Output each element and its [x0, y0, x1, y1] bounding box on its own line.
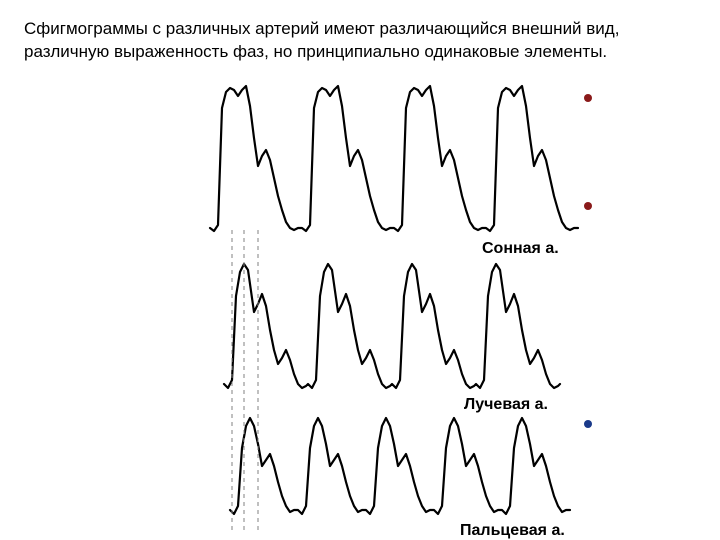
caption-text: Сфигмограммы с различных артерий имеют р…	[24, 18, 684, 64]
waveform	[230, 418, 570, 514]
marker-dot	[584, 94, 592, 102]
sphygmogram-figure: Сонная а.Лучевая а.Пальцевая а.	[170, 78, 590, 533]
marker-dot	[584, 202, 592, 210]
caption-line1: Сфигмограммы с различных артерий имеют р…	[24, 19, 619, 38]
wave-label: Пальцевая а.	[460, 522, 565, 540]
wave-label: Сонная а.	[482, 240, 559, 258]
waveform-svg	[170, 78, 590, 533]
waveform	[224, 264, 560, 388]
waveform	[210, 86, 578, 231]
caption-line2: различную выраженность фаз, но принципиа…	[24, 42, 607, 61]
marker-dot	[584, 420, 592, 428]
wave-label: Лучевая а.	[464, 396, 548, 414]
